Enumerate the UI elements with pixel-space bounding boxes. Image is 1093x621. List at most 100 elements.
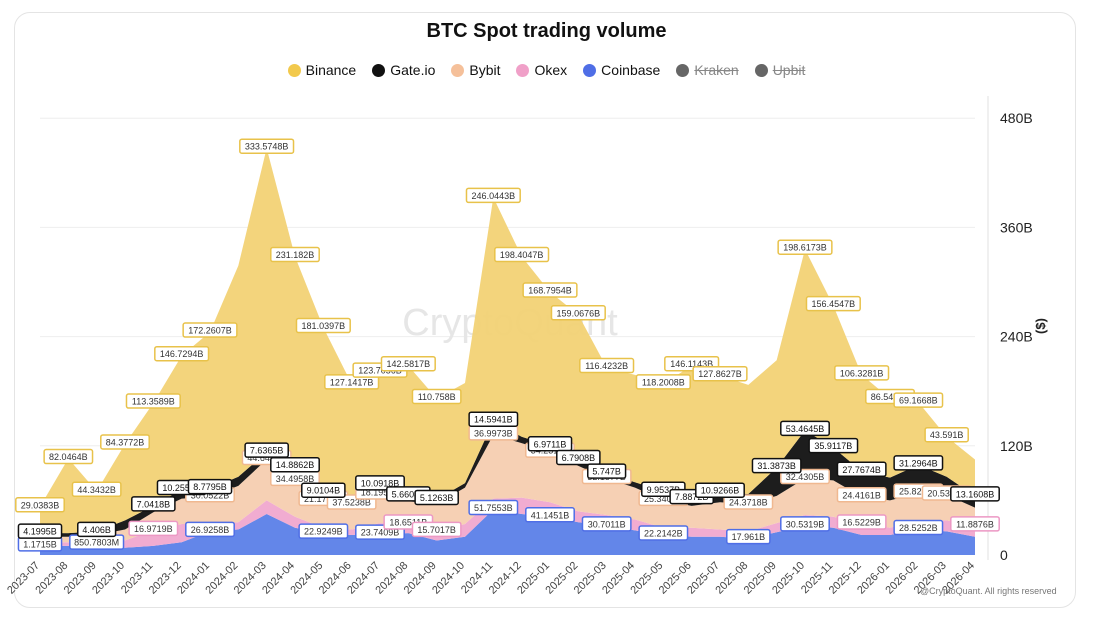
data-label-binance: 142.5817B (380, 355, 436, 372)
data-label-okex: 16.9719B (128, 520, 179, 537)
svg-text:36.9973B: 36.9973B (474, 428, 513, 438)
data-label-binance: 231.182B (270, 246, 320, 263)
svg-text:30.7011B: 30.7011B (588, 519, 626, 529)
data-label-coinbase: 30.7011B (581, 516, 632, 532)
svg-text:172.2607B: 172.2607B (188, 326, 232, 336)
data-label-binance: 146.7294B (154, 345, 210, 362)
data-label-coinbase: 26.9258B (185, 521, 235, 538)
legend-item-kraken[interactable]: Kraken (676, 62, 739, 78)
data-label-gate-io: 27.7674B (836, 461, 887, 478)
svg-text:23.7409B: 23.7409B (361, 528, 400, 538)
copyright-text: @CryptoQuant. All rights reserved (920, 586, 1057, 596)
svg-text:146.1143B: 146.1143B (670, 359, 713, 369)
data-label-binance: 198.4047B (494, 246, 550, 263)
svg-text:27.7674B: 27.7674B (842, 465, 881, 475)
data-label-gate-io: 53.4645B (780, 420, 830, 437)
legend-label: Coinbase (601, 62, 661, 78)
svg-text:246.0443B: 246.0443B (472, 191, 516, 201)
data-label-binance: 110.758B (411, 388, 462, 405)
svg-text:44.6426B: 44.6426B (247, 453, 286, 463)
svg-text:8.7795B: 8.7795B (193, 482, 227, 492)
svg-text:198.6173B: 198.6173B (783, 243, 827, 253)
y-tick-label: 480B (1000, 110, 1033, 126)
data-label-binance: 82.0464B (43, 448, 94, 465)
svg-text:333.5748B: 333.5748B (245, 142, 289, 152)
svg-text:22.2142B: 22.2142B (644, 528, 683, 538)
svg-text:11.8876B: 11.8876B (956, 519, 994, 529)
area-binance (40, 148, 975, 534)
svg-text:198.4047B: 198.4047B (500, 250, 544, 260)
legend-label: Bybit (469, 62, 501, 78)
data-label-gate-io: 7.0418B (131, 496, 176, 512)
svg-text:116.4232B: 116.4232B (585, 361, 628, 371)
y-tick-label: 0 (1000, 547, 1008, 563)
data-label-binance: 44.3432B (71, 481, 122, 498)
svg-text:6.9711B: 6.9711B (534, 439, 567, 449)
svg-text:16.9719B: 16.9719B (134, 524, 173, 534)
legend-item-gate-io[interactable]: Gate.io (372, 62, 435, 78)
svg-text:31.2964B: 31.2964B (899, 458, 938, 468)
svg-text:18.1954B: 18.1954B (361, 488, 400, 498)
data-label-binance: 43.591B (924, 426, 969, 443)
svg-text:37.5238B: 37.5238B (332, 498, 371, 508)
data-label-binance: 181.0397B (295, 317, 351, 334)
data-label-binance: 113.3589B (125, 393, 181, 409)
y-tick-label: 360B (1000, 219, 1033, 235)
data-label-binance: 159.0676B (550, 305, 606, 321)
svg-text:18.6511B: 18.6511B (389, 518, 427, 528)
data-label-gate-io: 9.0104B (301, 482, 346, 498)
svg-text:32.4305B: 32.4305B (786, 472, 825, 482)
svg-text:69.1668B: 69.1668B (899, 396, 938, 406)
legend-label: Okex (534, 62, 568, 78)
data-label-gate-io: 31.3873B (751, 457, 802, 474)
data-label-gate-io: 5.1263B (414, 489, 459, 506)
svg-text:21.1708B: 21.1708B (304, 494, 343, 504)
svg-text:9.0104B: 9.0104B (307, 486, 341, 496)
data-label-binance: 69.1668B (893, 392, 944, 408)
svg-text:17.961B: 17.961B (732, 532, 766, 542)
svg-text:146.7294B: 146.7294B (160, 349, 204, 359)
legend-item-upbit[interactable]: Upbit (754, 62, 805, 78)
legend-item-binance[interactable]: Binance (287, 62, 357, 78)
svg-text:28.5252B: 28.5252B (899, 523, 938, 533)
y-axis-label: ($) (1033, 318, 1048, 334)
y-tick-label: 120B (1000, 438, 1033, 454)
data-label-binance: 127.8627B (692, 365, 748, 382)
legend-item-bybit[interactable]: Bybit (451, 62, 500, 78)
svg-text:44.3432B: 44.3432B (77, 485, 116, 495)
data-label-okex: 15.7017B (411, 521, 462, 538)
chart-title: BTC Spot trading volume (426, 20, 667, 42)
svg-text:25.3409B: 25.3409B (644, 494, 683, 504)
svg-text:25.8274B: 25.8274B (899, 487, 938, 497)
legend-swatch (583, 63, 597, 77)
data-label-gate-io: 8.7795B (187, 478, 233, 495)
data-label-okex: 16.5229B (836, 514, 887, 530)
svg-text:6.7908B: 6.7908B (562, 453, 596, 463)
data-label-gate-io: 10.9266B (695, 482, 745, 498)
data-label-binance: 156.4547B (805, 295, 861, 312)
svg-text:10.0918B: 10.0918B (361, 478, 400, 488)
legend-swatch (287, 63, 301, 77)
svg-text:7.6365B: 7.6365B (250, 446, 284, 456)
data-label-coinbase: 850.7803M (69, 534, 125, 550)
legend-item-okex[interactable]: Okex (516, 62, 567, 78)
data-label-gate-io: 14.5941B (468, 411, 519, 427)
data-label-gate-io: 31.2964B (893, 455, 944, 471)
data-label-coinbase: 28.5252B (893, 519, 944, 536)
svg-text:1.1715B: 1.1715B (23, 539, 57, 549)
data-label-binance: 106.3281B (834, 365, 890, 381)
legend-label: Binance (305, 62, 357, 78)
data-label-bybit: 36.9973B (468, 425, 519, 441)
data-label-binance: 246.0443B (465, 187, 521, 204)
svg-text:10.9266B: 10.9266B (701, 486, 740, 496)
data-label-coinbase: 41.1451B (525, 507, 575, 523)
legend-item-coinbase[interactable]: Coinbase (583, 62, 660, 78)
svg-text:118.2008B: 118.2008B (642, 377, 685, 387)
data-label-coinbase: 22.9249B (298, 523, 349, 539)
svg-text:127.8627B: 127.8627B (698, 369, 742, 379)
svg-text:13.1608B: 13.1608B (956, 489, 995, 499)
svg-text:106.3281B: 106.3281B (840, 368, 884, 378)
data-label-gate-io: 4.1995B (17, 523, 63, 539)
svg-text:15.7017B: 15.7017B (417, 525, 456, 535)
